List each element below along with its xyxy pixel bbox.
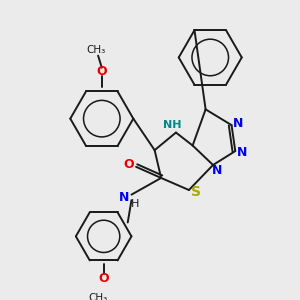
Text: O: O xyxy=(98,272,109,286)
Text: S: S xyxy=(191,185,201,199)
Text: H: H xyxy=(131,199,140,209)
Text: CH₃: CH₃ xyxy=(87,45,106,55)
Text: N: N xyxy=(212,164,222,177)
Text: N: N xyxy=(233,117,243,130)
Text: O: O xyxy=(97,65,107,78)
Text: N: N xyxy=(119,191,129,204)
Text: CH₃: CH₃ xyxy=(88,293,108,300)
Text: N: N xyxy=(237,146,247,159)
Text: O: O xyxy=(123,158,134,172)
Text: NH: NH xyxy=(163,120,182,130)
